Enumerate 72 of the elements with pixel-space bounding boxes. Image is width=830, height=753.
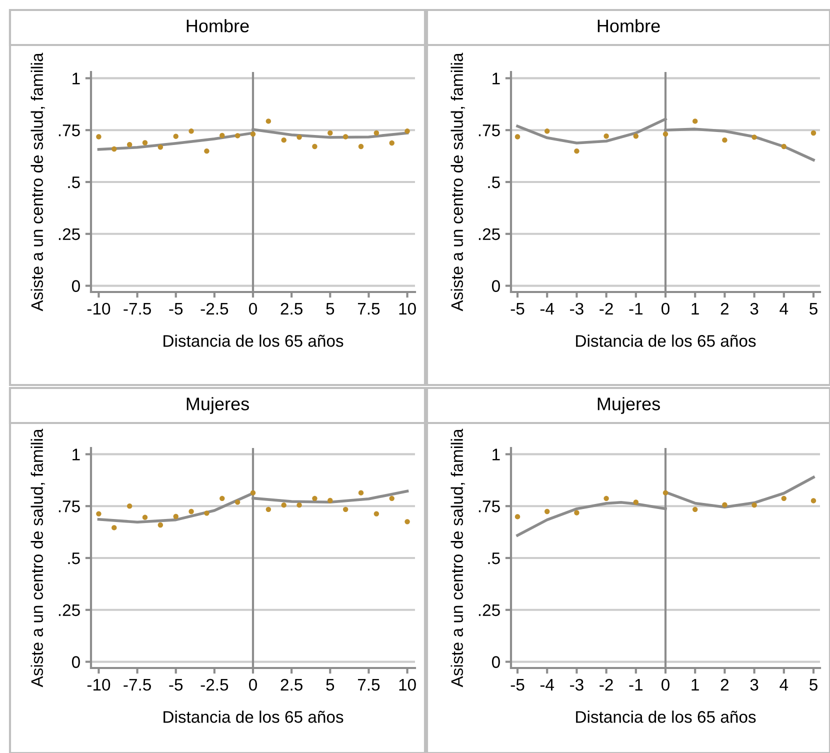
y-tick-label: .5 [68, 176, 80, 188]
x-axis-title: Distancia de los 65 años [576, 710, 756, 723]
x-tick-label: 3 [750, 302, 758, 315]
y-tick-label: .25 [58, 604, 80, 616]
y-axis-title: Asiste a un centro de salud, familia [450, 52, 465, 312]
y-tick-label: .75 [478, 500, 500, 512]
y-tick-label: 1 [72, 72, 80, 84]
x-tick-label: 0 [249, 302, 257, 315]
x-tick-label: -4 [540, 679, 554, 690]
chart-title: Mujeres [186, 397, 249, 414]
y-tick-label: .25 [58, 228, 80, 240]
x-tick-label: 2 [720, 678, 728, 690]
chart-title: Hombre [598, 19, 660, 32]
y-tick-label: .75 [58, 124, 80, 136]
x-tick-label: -10 [87, 302, 110, 315]
x-tick-label: -4 [540, 303, 554, 314]
x-tick-label: 5 [326, 679, 334, 691]
x-tick-label: -3 [570, 678, 584, 691]
x-axis-title: Distancia de los 65 años [576, 334, 756, 347]
y-tick-label: .25 [478, 604, 500, 616]
x-axis-title: Distancia de los 65 años [164, 334, 344, 347]
y-tick-label: 0 [492, 280, 500, 292]
x-tick-label: 0 [249, 678, 257, 691]
y-axis-title: Asiste a un centro de salud, familia [30, 52, 45, 312]
y-tick-label: 1 [492, 72, 500, 84]
y-tick-label: .25 [478, 228, 500, 240]
x-tick-label: 2 [720, 302, 728, 314]
y-tick-label: .5 [68, 552, 80, 564]
x-tick-label: 1 [692, 679, 699, 690]
y-tick-label: .5 [488, 176, 500, 188]
x-tick-label: 2.5 [280, 678, 302, 691]
x-tick-label: -10 [87, 678, 110, 691]
y-axis-title: Asiste a un centro de salud, familia [450, 428, 465, 688]
y-tick-label: .5 [488, 552, 500, 564]
x-tick-label: 0 [662, 678, 670, 691]
x-tick-label: -2 [600, 302, 613, 314]
x-tick-label: -5 [510, 679, 524, 691]
y-axis-title: Asiste a un centro de salud, familia [30, 428, 45, 688]
x-tick-label: -7.5 [124, 679, 151, 691]
x-tick-label: 10 [399, 678, 416, 691]
x-tick-label: -5 [510, 303, 524, 315]
y-tick-label: 0 [72, 280, 80, 292]
x-tick-label: -2.5 [200, 678, 228, 691]
x-tick-label: 7.5 [358, 679, 380, 691]
chart-title: Mujeres [598, 397, 660, 414]
x-tick-label: 5 [326, 303, 334, 315]
x-tick-label: -5 [169, 303, 183, 315]
y-tick-label: 0 [492, 656, 500, 668]
x-tick-label: 10 [399, 302, 416, 315]
x-tick-label: 2.5 [280, 302, 302, 315]
x-tick-label: -1 [629, 303, 642, 314]
x-tick-label: 5 [810, 679, 818, 691]
x-tick-label: 4 [780, 679, 788, 690]
x-tick-label: -2 [600, 678, 613, 690]
y-tick-label: 1 [72, 448, 80, 460]
x-tick-label: -5 [169, 679, 183, 691]
x-tick-label: 7.5 [358, 303, 380, 315]
x-tick-label: 4 [780, 303, 788, 314]
y-tick-label: 1 [492, 448, 500, 460]
y-tick-label: .75 [58, 500, 80, 512]
x-tick-label: 3 [750, 678, 758, 691]
x-tick-label: 0 [662, 302, 670, 315]
chart-title: Hombre [186, 19, 249, 32]
y-tick-label: 0 [72, 656, 80, 668]
x-tick-label: 1 [692, 303, 699, 314]
x-tick-label: -3 [570, 302, 584, 315]
y-tick-label: .75 [478, 124, 500, 136]
x-tick-label: -7.5 [124, 303, 151, 315]
x-tick-label: 5 [810, 303, 818, 315]
x-axis-title: Distancia de los 65 años [164, 710, 344, 723]
x-tick-label: -2.5 [200, 302, 228, 315]
x-tick-label: -1 [629, 679, 642, 690]
